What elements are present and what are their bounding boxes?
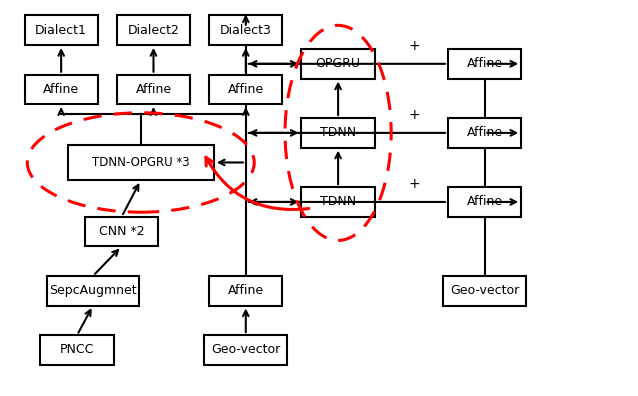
Bar — [47, 276, 139, 306]
Text: Dialect1: Dialect1 — [35, 24, 87, 37]
Text: Affine: Affine — [228, 284, 264, 297]
Text: +: + — [409, 108, 420, 122]
Text: PNCC: PNCC — [60, 343, 94, 356]
Text: OPGRU: OPGRU — [316, 57, 360, 70]
Text: Dialect3: Dialect3 — [220, 24, 272, 37]
Bar — [209, 276, 283, 306]
Bar — [302, 187, 375, 217]
Text: Affine: Affine — [135, 83, 172, 96]
Text: TDNN: TDNN — [320, 126, 356, 139]
Bar — [25, 75, 98, 104]
Bar — [448, 49, 521, 79]
Text: Affine: Affine — [228, 83, 264, 96]
Text: Geo-vector: Geo-vector — [211, 343, 281, 356]
Text: TDNN: TDNN — [320, 196, 356, 208]
Text: CNN *2: CNN *2 — [99, 225, 144, 238]
Text: Affine: Affine — [466, 196, 503, 208]
Bar — [443, 276, 526, 306]
Text: Dialect2: Dialect2 — [128, 24, 179, 37]
Bar — [40, 335, 114, 365]
Text: +: + — [409, 39, 420, 53]
Bar — [448, 118, 521, 148]
Bar — [448, 187, 521, 217]
Text: Affine: Affine — [466, 126, 503, 139]
Bar — [209, 15, 283, 45]
Text: SepcAugmnet: SepcAugmnet — [49, 284, 137, 297]
Bar — [85, 217, 158, 246]
Bar — [25, 15, 98, 45]
Text: +: + — [409, 177, 420, 191]
Bar — [117, 75, 190, 104]
Text: Geo-vector: Geo-vector — [450, 284, 519, 297]
Bar — [209, 75, 283, 104]
Text: Affine: Affine — [43, 83, 79, 96]
Bar — [117, 15, 190, 45]
Bar — [302, 49, 375, 79]
Text: Affine: Affine — [466, 57, 503, 70]
Text: TDNN-OPGRU *3: TDNN-OPGRU *3 — [92, 156, 189, 169]
Bar — [204, 335, 287, 365]
Bar — [302, 118, 375, 148]
Bar — [68, 145, 214, 180]
